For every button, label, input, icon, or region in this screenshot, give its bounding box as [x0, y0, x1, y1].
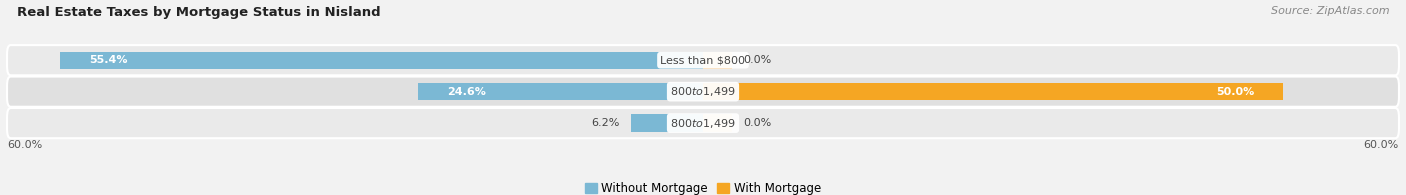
Text: 55.4%: 55.4%: [90, 55, 128, 65]
Text: 6.2%: 6.2%: [591, 118, 620, 128]
FancyBboxPatch shape: [7, 45, 1399, 75]
Bar: [703, 51, 733, 69]
Bar: [631, 114, 703, 132]
Bar: [418, 83, 703, 100]
Bar: [703, 83, 1282, 100]
Text: $800 to $1,499: $800 to $1,499: [671, 85, 735, 98]
Text: 0.0%: 0.0%: [744, 55, 772, 65]
Text: Less than $800: Less than $800: [661, 55, 745, 65]
FancyBboxPatch shape: [7, 77, 1399, 107]
Text: 24.6%: 24.6%: [447, 87, 485, 97]
Text: 60.0%: 60.0%: [7, 140, 42, 150]
Bar: [60, 51, 703, 69]
Text: Real Estate Taxes by Mortgage Status in Nisland: Real Estate Taxes by Mortgage Status in …: [17, 6, 381, 19]
Bar: [703, 114, 733, 132]
Text: Source: ZipAtlas.com: Source: ZipAtlas.com: [1271, 6, 1389, 16]
Text: 60.0%: 60.0%: [1364, 140, 1399, 150]
Text: 0.0%: 0.0%: [744, 118, 772, 128]
Legend: Without Mortgage, With Mortgage: Without Mortgage, With Mortgage: [585, 182, 821, 195]
Text: 50.0%: 50.0%: [1216, 87, 1254, 97]
FancyBboxPatch shape: [7, 108, 1399, 138]
Text: $800 to $1,499: $800 to $1,499: [671, 117, 735, 130]
